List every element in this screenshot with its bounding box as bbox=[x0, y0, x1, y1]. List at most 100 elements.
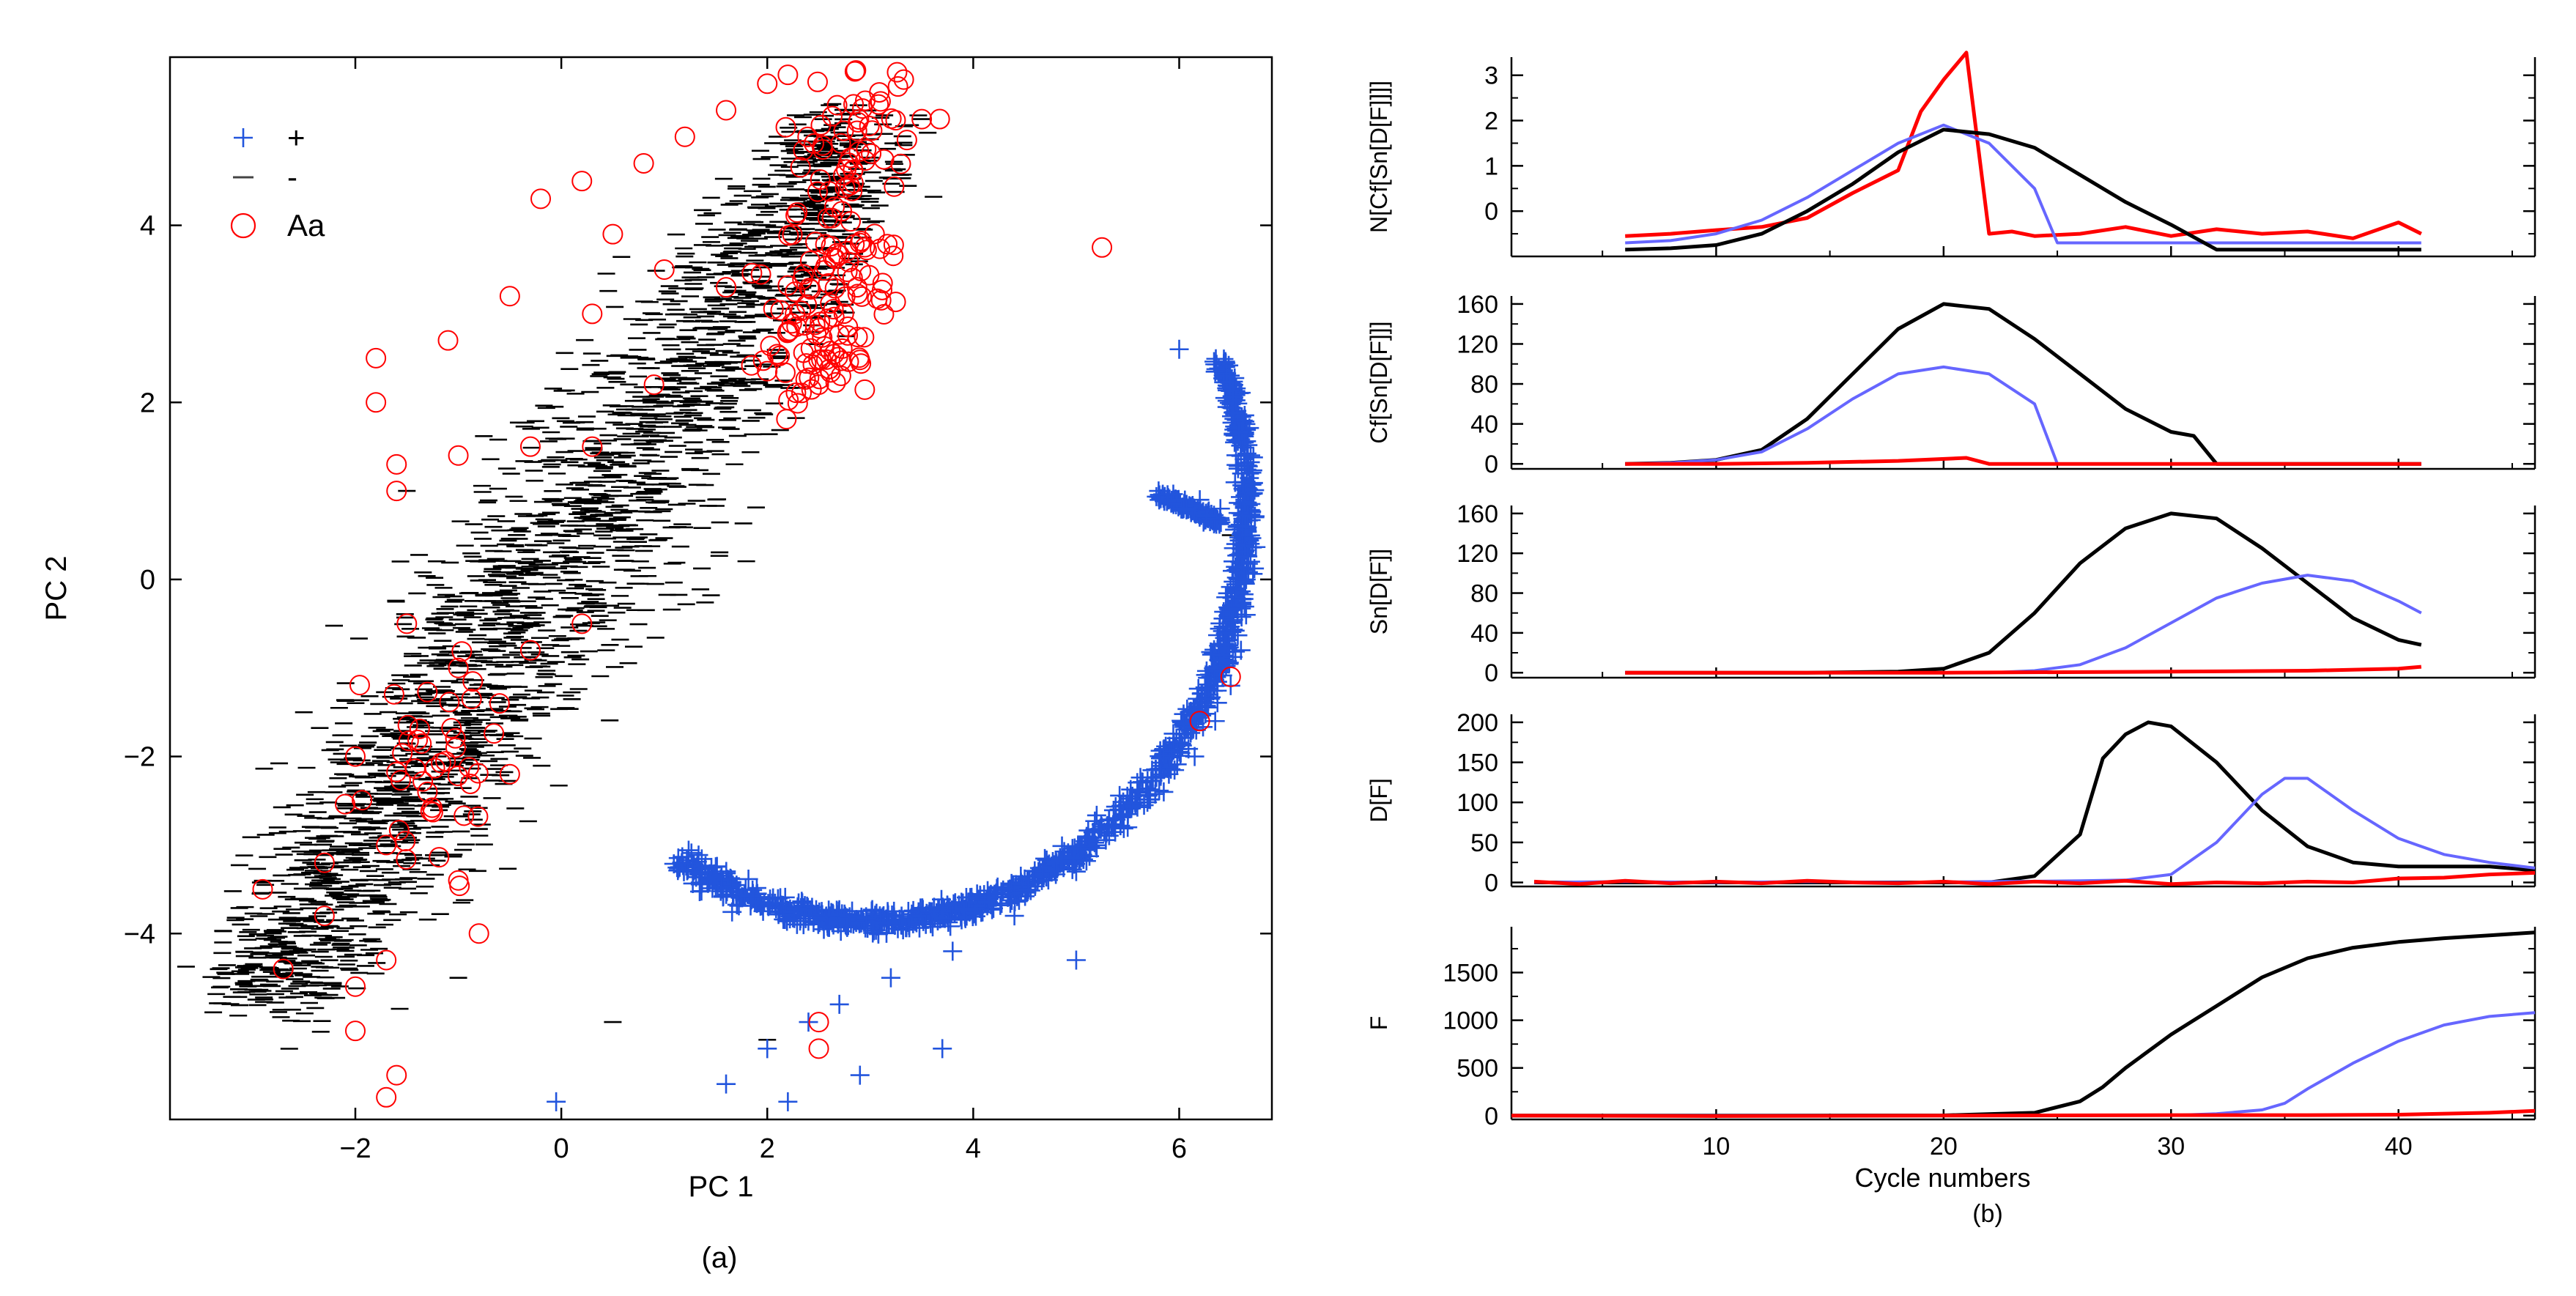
point-aa bbox=[376, 949, 397, 971]
point-aa bbox=[741, 355, 762, 376]
point-plus bbox=[1165, 760, 1185, 780]
point-plus bbox=[920, 902, 940, 922]
point-plus bbox=[672, 853, 692, 873]
y-tick-label: 80 bbox=[1470, 371, 1498, 399]
point-aa bbox=[386, 1064, 407, 1086]
point-aa bbox=[1220, 666, 1241, 687]
point-plus bbox=[1224, 610, 1243, 630]
point-aa bbox=[741, 262, 763, 284]
point-plus bbox=[1228, 626, 1248, 645]
point-plus bbox=[1097, 823, 1117, 843]
point-plus bbox=[765, 893, 785, 913]
point-aa bbox=[750, 264, 771, 285]
point-aa bbox=[845, 60, 867, 81]
point-plus bbox=[816, 907, 836, 927]
point-aa bbox=[884, 176, 905, 197]
point-plus bbox=[1236, 605, 1256, 625]
point-plus bbox=[964, 904, 984, 924]
point-plus bbox=[1033, 858, 1053, 878]
point-plus bbox=[819, 917, 839, 937]
point-aa bbox=[854, 327, 875, 348]
point-plus bbox=[668, 861, 688, 881]
point-plus bbox=[958, 892, 978, 912]
point-plus bbox=[1070, 839, 1090, 859]
point-plus bbox=[1190, 490, 1210, 510]
point-aa bbox=[808, 1038, 829, 1059]
point-plus bbox=[745, 892, 765, 911]
point-aa bbox=[252, 878, 273, 900]
point-plus bbox=[717, 1074, 736, 1094]
point-aa bbox=[870, 91, 891, 112]
point-plus bbox=[1150, 749, 1170, 769]
point-plus bbox=[1235, 426, 1254, 446]
y-tick-label: 3 bbox=[1484, 62, 1498, 90]
point-plus bbox=[682, 854, 702, 874]
point-aa bbox=[273, 958, 294, 980]
point-plus bbox=[991, 882, 1011, 902]
point-aa bbox=[1092, 237, 1113, 258]
point-plus bbox=[1051, 851, 1070, 871]
point-plus bbox=[1114, 818, 1133, 838]
y-tick-label-a: 4 bbox=[140, 211, 155, 242]
point-aa bbox=[811, 349, 832, 370]
x-tick-label-a: 0 bbox=[554, 1133, 569, 1164]
point-aa bbox=[796, 353, 817, 374]
point-plus bbox=[1158, 485, 1177, 505]
point-aa bbox=[893, 69, 914, 90]
x-tick-label-a: 6 bbox=[1172, 1133, 1187, 1164]
point-aa bbox=[851, 286, 873, 307]
point-plus bbox=[1206, 349, 1226, 369]
point-plus bbox=[741, 886, 760, 906]
point-plus bbox=[1095, 822, 1114, 842]
point-aa bbox=[821, 236, 842, 257]
point-aa bbox=[779, 320, 800, 341]
x-tick-label-b: 10 bbox=[1702, 1133, 1730, 1160]
point-plus bbox=[1204, 352, 1224, 371]
x-tick-label-a: 4 bbox=[966, 1133, 981, 1164]
legend-marker-plus bbox=[234, 128, 253, 147]
point-aa bbox=[467, 763, 489, 784]
x-axis-label-b: Cycle numbers bbox=[1854, 1163, 2030, 1193]
x-tick-label-a: 2 bbox=[760, 1133, 775, 1164]
point-plus bbox=[1226, 390, 1246, 410]
panel-label-b: (b) bbox=[1972, 1200, 2003, 1228]
point-aa bbox=[794, 315, 815, 336]
y-tick-label: 2 bbox=[1484, 108, 1498, 136]
legend-label: - bbox=[287, 160, 297, 194]
point-plus bbox=[1150, 781, 1169, 801]
point-aa bbox=[795, 369, 816, 390]
point-plus bbox=[1109, 800, 1129, 820]
point-plus bbox=[1210, 634, 1230, 653]
point-plus bbox=[1217, 623, 1237, 643]
point-plus bbox=[727, 895, 747, 914]
legend-a: + - Aa bbox=[230, 120, 325, 242]
subplot-1: 0 1 2 3 N[Cf[Sn[D[F]]]] bbox=[1366, 51, 2536, 258]
point-plus bbox=[1217, 363, 1237, 383]
point-aa bbox=[376, 1086, 397, 1108]
y-tick-label: 1 bbox=[1484, 152, 1498, 180]
point-aa bbox=[643, 374, 665, 396]
point-plus bbox=[1004, 906, 1024, 926]
point-plus bbox=[1243, 484, 1263, 503]
point-aa bbox=[460, 773, 481, 794]
point-plus bbox=[1140, 790, 1160, 810]
point-plus bbox=[956, 888, 976, 908]
point-plus bbox=[991, 895, 1010, 915]
y-tick-label: 50 bbox=[1470, 829, 1498, 857]
series-line-black bbox=[1534, 720, 2536, 884]
point-plus bbox=[922, 917, 942, 937]
point-aa bbox=[885, 292, 906, 313]
point-plus bbox=[955, 900, 974, 919]
point-aa bbox=[499, 286, 520, 307]
point-plus bbox=[941, 909, 961, 929]
point-aa bbox=[883, 245, 904, 267]
point-aa bbox=[837, 240, 858, 262]
point-plus bbox=[967, 884, 987, 904]
point-aa bbox=[796, 294, 817, 315]
x-tick-label-b: 20 bbox=[1930, 1133, 1958, 1160]
point-aa bbox=[437, 330, 459, 351]
point-aa bbox=[807, 181, 828, 202]
legend-label: Aa bbox=[287, 208, 325, 242]
y-tick-label-a: 2 bbox=[140, 388, 155, 418]
